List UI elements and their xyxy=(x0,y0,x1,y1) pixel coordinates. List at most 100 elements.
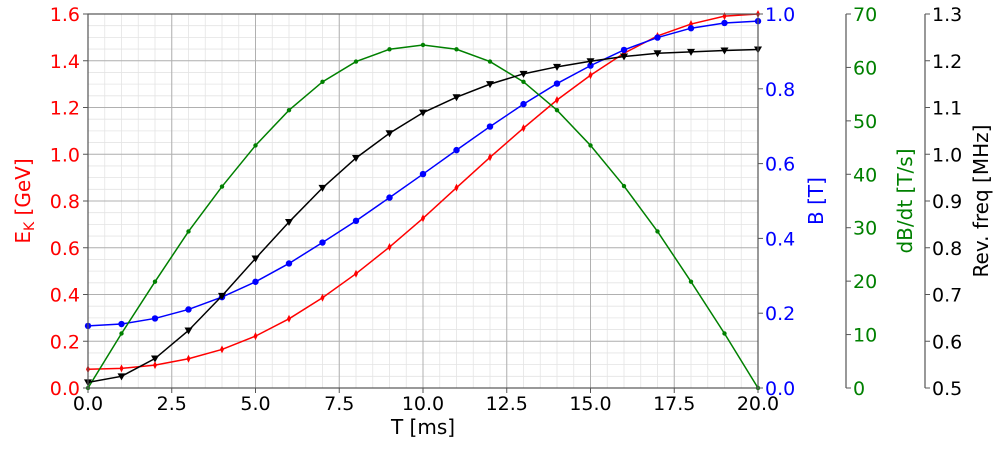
x-tick-label: 7.5 xyxy=(324,393,354,415)
data-point xyxy=(186,354,191,363)
y-tick-label-freq: 0.9 xyxy=(932,191,962,213)
data-point xyxy=(386,194,393,201)
data-point xyxy=(687,48,695,56)
x-tick-label: 20.0 xyxy=(737,393,779,415)
data-point xyxy=(621,183,627,189)
data-point xyxy=(219,184,225,189)
data-point xyxy=(387,47,392,52)
y-tick-label-freq: 0.6 xyxy=(932,331,962,353)
data-point xyxy=(553,63,561,71)
y-tick-label-dbdt: 50 xyxy=(853,111,877,133)
y-tick-label-dbdt: 70 xyxy=(853,4,877,26)
x-tick-label: 5.0 xyxy=(240,393,270,415)
data-point xyxy=(720,47,729,55)
y-axis-label-b: B [T] xyxy=(804,177,828,225)
data-point xyxy=(486,81,494,89)
x-tick-label: 0.0 xyxy=(73,393,103,415)
x-tick-label: 10.0 xyxy=(402,393,444,415)
y-tick-label-freq: 0.5 xyxy=(932,378,962,400)
data-point xyxy=(151,355,159,363)
y-axis-label-freq: Rev. freq [MHz] xyxy=(969,125,993,278)
y-tick-label-dbdt: 30 xyxy=(853,218,877,240)
data-point xyxy=(722,12,727,21)
data-point xyxy=(454,47,459,52)
y-tick-label-ek: 0.2 xyxy=(50,331,80,353)
x-tick-label: 12.5 xyxy=(486,393,528,415)
data-point xyxy=(320,293,325,302)
y-tick-label-freq: 1.3 xyxy=(932,4,962,26)
y-tick-label-ek: 0.6 xyxy=(50,238,80,260)
data-point xyxy=(352,154,360,162)
data-point xyxy=(420,42,426,48)
data-point xyxy=(722,331,727,336)
y-tick-label-b: 0.4 xyxy=(765,228,795,250)
label-unit: [GeV] xyxy=(11,158,35,221)
data-point xyxy=(287,314,291,323)
y-tick-label-freq: 1.0 xyxy=(932,144,962,166)
data-point xyxy=(620,46,628,54)
data-point xyxy=(520,100,527,108)
data-point xyxy=(586,58,595,66)
y-tick-label-dbdt: 40 xyxy=(853,164,877,186)
data-point xyxy=(185,306,192,313)
data-point xyxy=(521,124,526,133)
y-tick-label-freq: 1.1 xyxy=(932,98,962,120)
y-tick-label-freq: 0.7 xyxy=(932,285,962,307)
label-main: E xyxy=(11,231,35,244)
data-point xyxy=(620,53,628,61)
y-tick-label-b: 0.2 xyxy=(765,303,795,325)
y-tick-label-ek: 0.8 xyxy=(50,191,80,213)
data-point xyxy=(655,229,660,234)
data-point xyxy=(118,320,125,328)
axes-layer: 0.0 2.5 5.0 7.5 10.0 12.5 15.0 17.5 20.00.00.20.… xyxy=(11,4,993,415)
data-point xyxy=(184,327,193,335)
data-point xyxy=(486,123,494,130)
data-point xyxy=(354,269,358,278)
data-point xyxy=(319,239,326,246)
x-tick-label: 15.0 xyxy=(569,393,611,415)
y-tick-label-freq: 1.2 xyxy=(932,51,962,73)
data-point xyxy=(519,70,528,78)
y-tick-label-dbdt: 0 xyxy=(853,378,865,400)
data-point xyxy=(419,170,427,178)
data-point xyxy=(218,292,226,300)
x-axis-label: T [ms] xyxy=(390,415,455,439)
data-point xyxy=(286,107,292,113)
data-point xyxy=(253,143,258,148)
data-point xyxy=(387,243,392,252)
data-point xyxy=(555,96,559,105)
y-tick-label-ek: 0.0 xyxy=(50,378,80,400)
data-point xyxy=(352,217,360,225)
data-point xyxy=(487,59,493,64)
data-point xyxy=(521,79,526,85)
y-tick-label-freq: 0.8 xyxy=(932,238,962,260)
data-point xyxy=(220,345,224,354)
data-point xyxy=(119,331,124,336)
label-subscript: K xyxy=(22,221,38,231)
data-point xyxy=(285,219,293,227)
data-point xyxy=(119,364,124,373)
x-tick-label: 2.5 xyxy=(157,393,187,415)
y-axis-label-dbdt: dB/dt [T/s] xyxy=(893,148,917,253)
data-point xyxy=(452,94,461,102)
data-point xyxy=(554,107,560,113)
data-point xyxy=(318,184,327,192)
data-point xyxy=(453,146,460,154)
data-point xyxy=(117,373,126,381)
data-point xyxy=(653,50,662,58)
data-point xyxy=(186,229,191,234)
y-tick-label-b: 0.0 xyxy=(765,378,795,400)
data-point xyxy=(253,332,258,341)
data-point xyxy=(152,279,158,284)
data-point xyxy=(385,130,394,138)
y-tick-label-dbdt: 10 xyxy=(853,325,877,347)
data-point xyxy=(153,361,157,370)
y-tick-label-ek: 0.4 xyxy=(50,285,80,307)
y-axis-label-ek: EK [GeV] xyxy=(11,158,38,243)
data-point xyxy=(688,279,694,284)
y-tick-label-ek: 1.0 xyxy=(50,144,80,166)
data-point xyxy=(488,153,492,162)
data-point xyxy=(721,19,728,27)
data-point xyxy=(252,278,259,285)
